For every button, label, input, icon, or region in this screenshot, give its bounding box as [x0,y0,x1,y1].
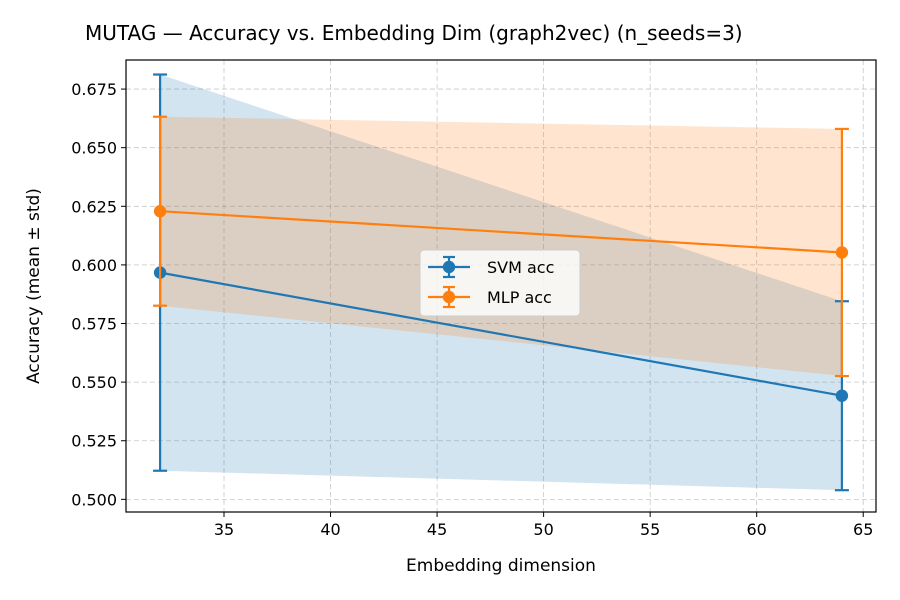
y-axis-ticks: 0.500 0.525 0.550 0.575 0.600 0.625 0.650 0.675 [71,80,126,509]
legend: SVM acc MLP acc [419,249,581,317]
y-tick-label: 0.675 [71,80,117,99]
y-axis-label: Accuracy (mean ± std) [24,188,44,384]
x-tick-label: 50 [533,520,553,539]
series-line [160,210,842,254]
std-band [160,116,842,377]
legend-label: MLP acc [487,288,552,307]
series-lines [153,73,849,492]
y-tick-label: 0.625 [71,197,117,216]
legend-marker [442,260,456,274]
x-tick-label: 40 [320,520,340,539]
y-tick-label: 0.550 [71,373,117,392]
x-axis-label: Embedding dimension [406,556,596,576]
data-point [835,389,849,402]
x-tick-label: 65 [853,520,873,539]
x-tick-label: 45 [427,520,447,539]
chart-title: MUTAG — Accuracy vs. Embedding Dim (grap… [85,21,743,45]
series-line [159,271,843,397]
y-tick-label: 0.600 [71,256,117,275]
x-axis-ticks: 35 40 45 50 55 60 65 [214,512,873,539]
legend-label: SVM acc [487,258,554,277]
data-point [835,246,849,259]
y-tick-label: 0.575 [71,315,117,334]
plot-frame [125,59,877,513]
data-point [153,205,167,218]
x-tick-label: 60 [747,520,767,539]
y-tick-label: 0.525 [71,432,117,451]
x-tick-label: 55 [640,520,660,539]
x-tick-label: 35 [214,520,234,539]
y-tick-label: 0.500 [71,490,117,509]
y-tick-label: 0.650 [71,139,117,158]
legend-marker [442,290,456,304]
